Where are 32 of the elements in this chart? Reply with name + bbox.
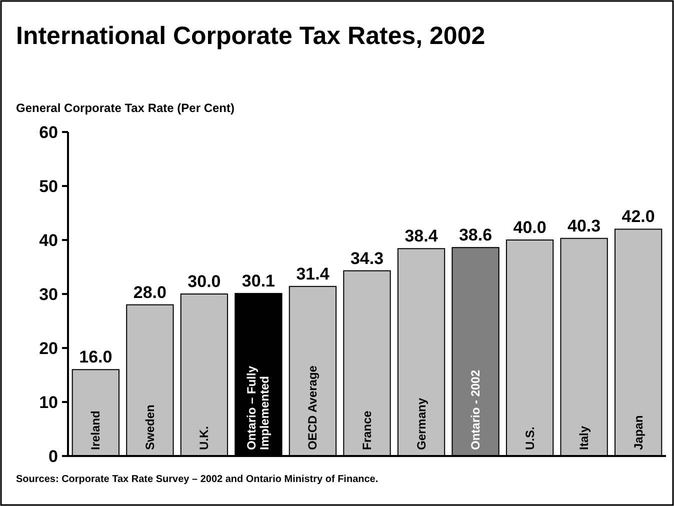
source-note: Sources: Corporate Tax Rate Survey – 2002 and Ontario Ministry of Finance. xyxy=(16,474,378,485)
y-tick-label: 10 xyxy=(39,393,58,412)
data-label: 16.0 xyxy=(79,348,112,367)
data-label: 30.0 xyxy=(188,272,221,291)
data-label: 30.1 xyxy=(242,271,276,290)
data-label: 42.0 xyxy=(622,207,655,226)
data-label: 34.3 xyxy=(350,248,384,268)
y-tick-label: 0 xyxy=(48,447,58,466)
x-tick-label: Ontario - 2002 xyxy=(468,370,483,450)
chart-title: International Corporate Tax Rates, 2002 xyxy=(16,22,486,50)
y-tick-label: 60 xyxy=(39,123,58,142)
x-tick-label: Ireland xyxy=(88,410,103,450)
x-tick-label: France xyxy=(360,410,374,450)
data-label: 38.4 xyxy=(404,226,438,246)
x-tick-label: Japan xyxy=(631,415,646,450)
data-label: 38.6 xyxy=(458,226,492,245)
x-tick-label: U.K. xyxy=(197,426,212,450)
data-label: 40.0 xyxy=(513,218,546,237)
x-tick-label: Ontario – Fully Implemented xyxy=(244,366,272,450)
data-label: 40.3 xyxy=(568,216,601,236)
y-axis-title: General Corporate Tax Rate (Per Cent) xyxy=(16,101,235,115)
x-tick-label: OECD Average xyxy=(306,365,320,450)
x-tick-label: Germany xyxy=(414,398,428,450)
y-tick-label: 20 xyxy=(39,339,58,358)
x-tick-label: U.S. xyxy=(522,426,537,450)
y-tick-label: 40 xyxy=(39,231,58,250)
y-tick-label: 50 xyxy=(39,177,58,196)
x-tick-label: Italy xyxy=(577,426,592,450)
data-label: 31.4 xyxy=(296,264,330,284)
data-label: 28.0 xyxy=(133,282,166,302)
y-tick-label: 30 xyxy=(39,285,58,304)
x-tick-label: Sweden xyxy=(142,404,157,450)
